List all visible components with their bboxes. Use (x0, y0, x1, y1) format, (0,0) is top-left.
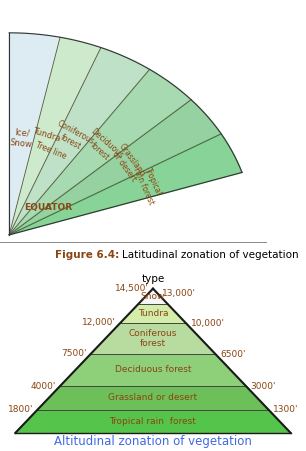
Polygon shape (9, 100, 221, 235)
Text: Deciduous forest: Deciduous forest (115, 365, 191, 374)
Text: Figure 6.4:: Figure 6.4: (55, 250, 119, 260)
Polygon shape (9, 134, 242, 235)
Text: 3000': 3000' (251, 382, 276, 391)
Text: 1800': 1800' (8, 405, 33, 414)
Text: Coniferous
forest: Coniferous forest (129, 328, 177, 348)
Polygon shape (60, 354, 246, 386)
Text: EQUATOR: EQUATOR (24, 202, 73, 212)
Text: Snow: Snow (141, 292, 165, 301)
Polygon shape (9, 69, 191, 235)
Text: 6500': 6500' (220, 350, 246, 359)
Text: Altitudinal zonation of vegetation: Altitudinal zonation of vegetation (54, 435, 252, 447)
Polygon shape (9, 33, 60, 235)
Polygon shape (38, 386, 268, 410)
Text: Tundra: Tundra (138, 309, 168, 318)
Text: Latitudinal zonation of vegetation: Latitudinal zonation of vegetation (122, 250, 299, 260)
Text: Deciduous
forest: Deciduous forest (82, 127, 125, 168)
Polygon shape (15, 410, 291, 433)
Text: Tundra: Tundra (32, 126, 61, 143)
Text: 7500': 7500' (61, 349, 87, 358)
Text: 12,000': 12,000' (82, 318, 116, 327)
Text: 14,500': 14,500' (114, 284, 148, 293)
Text: Tropical
rain forest: Tropical rain forest (131, 162, 165, 206)
Text: Tropical rain  forest: Tropical rain forest (110, 417, 196, 426)
Polygon shape (120, 304, 186, 323)
Text: Coniferous
forest: Coniferous forest (51, 119, 96, 156)
Text: Grassland or desert: Grassland or desert (108, 393, 198, 402)
Polygon shape (9, 33, 242, 235)
Text: 4000': 4000' (30, 382, 55, 391)
Polygon shape (138, 289, 168, 304)
Text: Ice/
Snow: Ice/ Snow (9, 128, 34, 149)
Polygon shape (91, 323, 215, 354)
Text: Grassland
or desert: Grassland or desert (109, 143, 147, 185)
Text: Tree line: Tree line (34, 140, 67, 161)
Text: type: type (141, 274, 165, 284)
Text: 1300': 1300' (273, 405, 298, 414)
Text: 13,000': 13,000' (162, 289, 196, 298)
Polygon shape (9, 47, 150, 235)
Text: 10,000': 10,000' (191, 319, 225, 328)
Polygon shape (9, 37, 101, 235)
